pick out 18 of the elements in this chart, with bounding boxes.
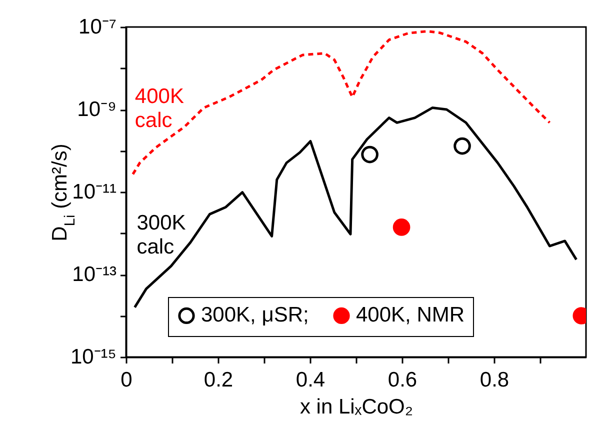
x-tick-label: 0.4 [296,368,326,392]
x-tick-label: 0 [120,368,132,392]
point [361,146,378,164]
x-tick-label: 0.8 [480,368,510,392]
y-tick-label: 10⁻¹³ [72,263,116,286]
x-axis-title: x in LiₓCoO₂ [300,396,414,418]
line-series [132,30,551,176]
x-tick-label: 0.6 [388,368,418,392]
y-tick-label: 10⁻⁹ [77,98,116,121]
point [454,137,471,155]
series-label: 400K calc [134,85,184,132]
y-tick-label: 10⁻¹¹ [72,180,116,204]
legend-label: 300K, μSR; [201,304,309,327]
series-label: 300K calc [136,211,186,258]
x-tick-label: 0.2 [204,368,234,392]
legend-label: 400K, NMR [356,304,465,327]
y-tick-label: 10⁻¹⁵ [70,346,116,368]
y-tick-label: 10⁻⁷ [78,16,116,38]
